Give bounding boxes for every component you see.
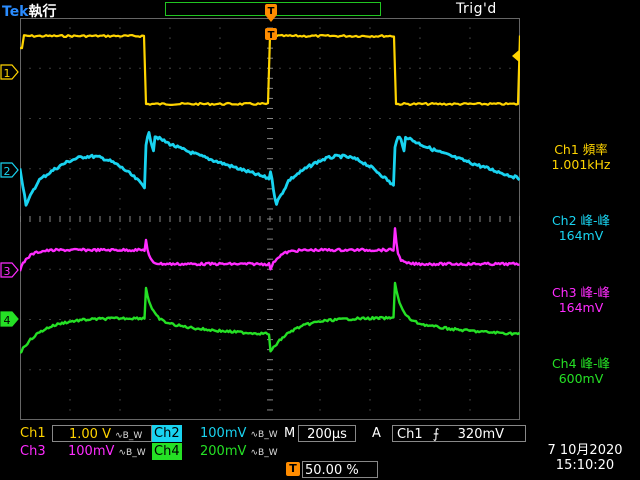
- ch2-ground-marker[interactable]: 2: [0, 162, 20, 180]
- run-state: 執行: [28, 4, 57, 20]
- measurement-channel: Ch1: [554, 142, 579, 157]
- measurement-value: 1.001kHz: [551, 157, 611, 172]
- measurement-channel: Ch2: [551, 213, 577, 228]
- trigger-source: Ch1: [397, 427, 423, 442]
- measurement-ch1[interactable]: Ch1 頻率 1.001kHz: [522, 142, 640, 172]
- trigger-marker-label: T: [268, 30, 275, 41]
- ch2-label[interactable]: Ch2: [152, 425, 182, 442]
- ch1-ground-marker[interactable]: 1: [0, 64, 20, 82]
- trigger-position-marker[interactable]: T T: [262, 2, 280, 42]
- measurement-channel: Ch4: [551, 356, 577, 371]
- measurement-value: 164mV: [558, 300, 604, 315]
- timebase-label: M: [284, 426, 296, 441]
- measurement-name: 峰-峰: [580, 356, 611, 371]
- svg-text:1: 1: [4, 67, 11, 80]
- svg-text:2: 2: [4, 165, 11, 178]
- graticule-grid: [20, 18, 520, 420]
- waveform-ch4: [20, 281, 520, 355]
- measurement-value: 600mV: [558, 371, 604, 386]
- rising-edge-icon: ⨍: [432, 427, 440, 442]
- waveform-display[interactable]: [20, 18, 520, 420]
- trigger-status: Trig'd: [456, 1, 497, 17]
- ch2-scale-value: 100mV: [200, 426, 247, 441]
- waveform-ch1: [20, 33, 520, 107]
- ch1-scale[interactable]: 1.00 V ∿B_W: [52, 425, 152, 442]
- trigger-level-marker-icon[interactable]: [511, 50, 521, 62]
- ch2-scale[interactable]: 100mV ∿B_W: [200, 425, 278, 442]
- measurement-ch4[interactable]: Ch4 峰-峰 600mV: [522, 356, 640, 386]
- bandwidth-limit-icon: ∿B_W: [115, 431, 143, 441]
- ch4-scale[interactable]: 200mV ∿B_W: [200, 443, 278, 460]
- bandwidth-limit-icon: ∿B_W: [250, 430, 278, 440]
- trigger-mode: A: [372, 426, 381, 441]
- datetime: 7 10月2020 15:10:20: [530, 443, 640, 473]
- measurement-channel: Ch3: [551, 285, 577, 300]
- waveform-ch2: [20, 131, 520, 207]
- trigger-position-icon: T: [286, 462, 300, 476]
- settings-readout: Ch1 1.00 V ∿B_W Ch2 100mV ∿B_W M 200µs A…: [0, 422, 640, 480]
- measurement-ch2[interactable]: Ch2 峰-峰 164mV: [522, 213, 640, 243]
- trigger-position-value[interactable]: 50.00 %: [302, 461, 378, 478]
- measurement-name: 峰-峰: [580, 213, 611, 228]
- trigger-setting[interactable]: Ch1 ⨍ 320mV: [392, 425, 526, 442]
- ch3-ground-marker[interactable]: 3: [0, 262, 20, 280]
- ch4-label[interactable]: Ch4: [152, 443, 182, 460]
- measurement-value: 164mV: [558, 228, 604, 243]
- measurement-name: 頻率: [582, 142, 608, 157]
- trigger-position-label: T: [268, 6, 275, 17]
- ch4-ground-marker[interactable]: 4: [0, 311, 20, 329]
- ch3-scale[interactable]: 100mV ∿B_W: [68, 443, 146, 460]
- date: 7 10月2020: [547, 443, 623, 458]
- svg-text:4: 4: [4, 314, 11, 327]
- ch1-label[interactable]: Ch1: [20, 426, 46, 441]
- time: 15:10:20: [555, 458, 615, 473]
- trigger-position-arrow-icon: [266, 16, 276, 22]
- ch1-scale-value: 1.00 V: [69, 427, 111, 442]
- trigger-level: 320mV: [457, 427, 505, 442]
- measurement-name: 峰-峰: [580, 285, 611, 300]
- ch3-scale-value: 100mV: [68, 444, 115, 459]
- brand-logo: Tek執行: [2, 1, 57, 21]
- timebase-value[interactable]: 200µs: [298, 425, 356, 442]
- waveform-ch3: [20, 227, 520, 272]
- svg-text:3: 3: [4, 265, 11, 278]
- bandwidth-limit-icon: ∿B_W: [118, 448, 146, 458]
- bandwidth-limit-icon: ∿B_W: [250, 448, 278, 458]
- brand-name: Tek: [2, 4, 29, 20]
- ch4-scale-value: 200mV: [200, 444, 247, 459]
- measurement-ch3[interactable]: Ch3 峰-峰 164mV: [522, 285, 640, 315]
- ch3-label[interactable]: Ch3: [20, 444, 46, 459]
